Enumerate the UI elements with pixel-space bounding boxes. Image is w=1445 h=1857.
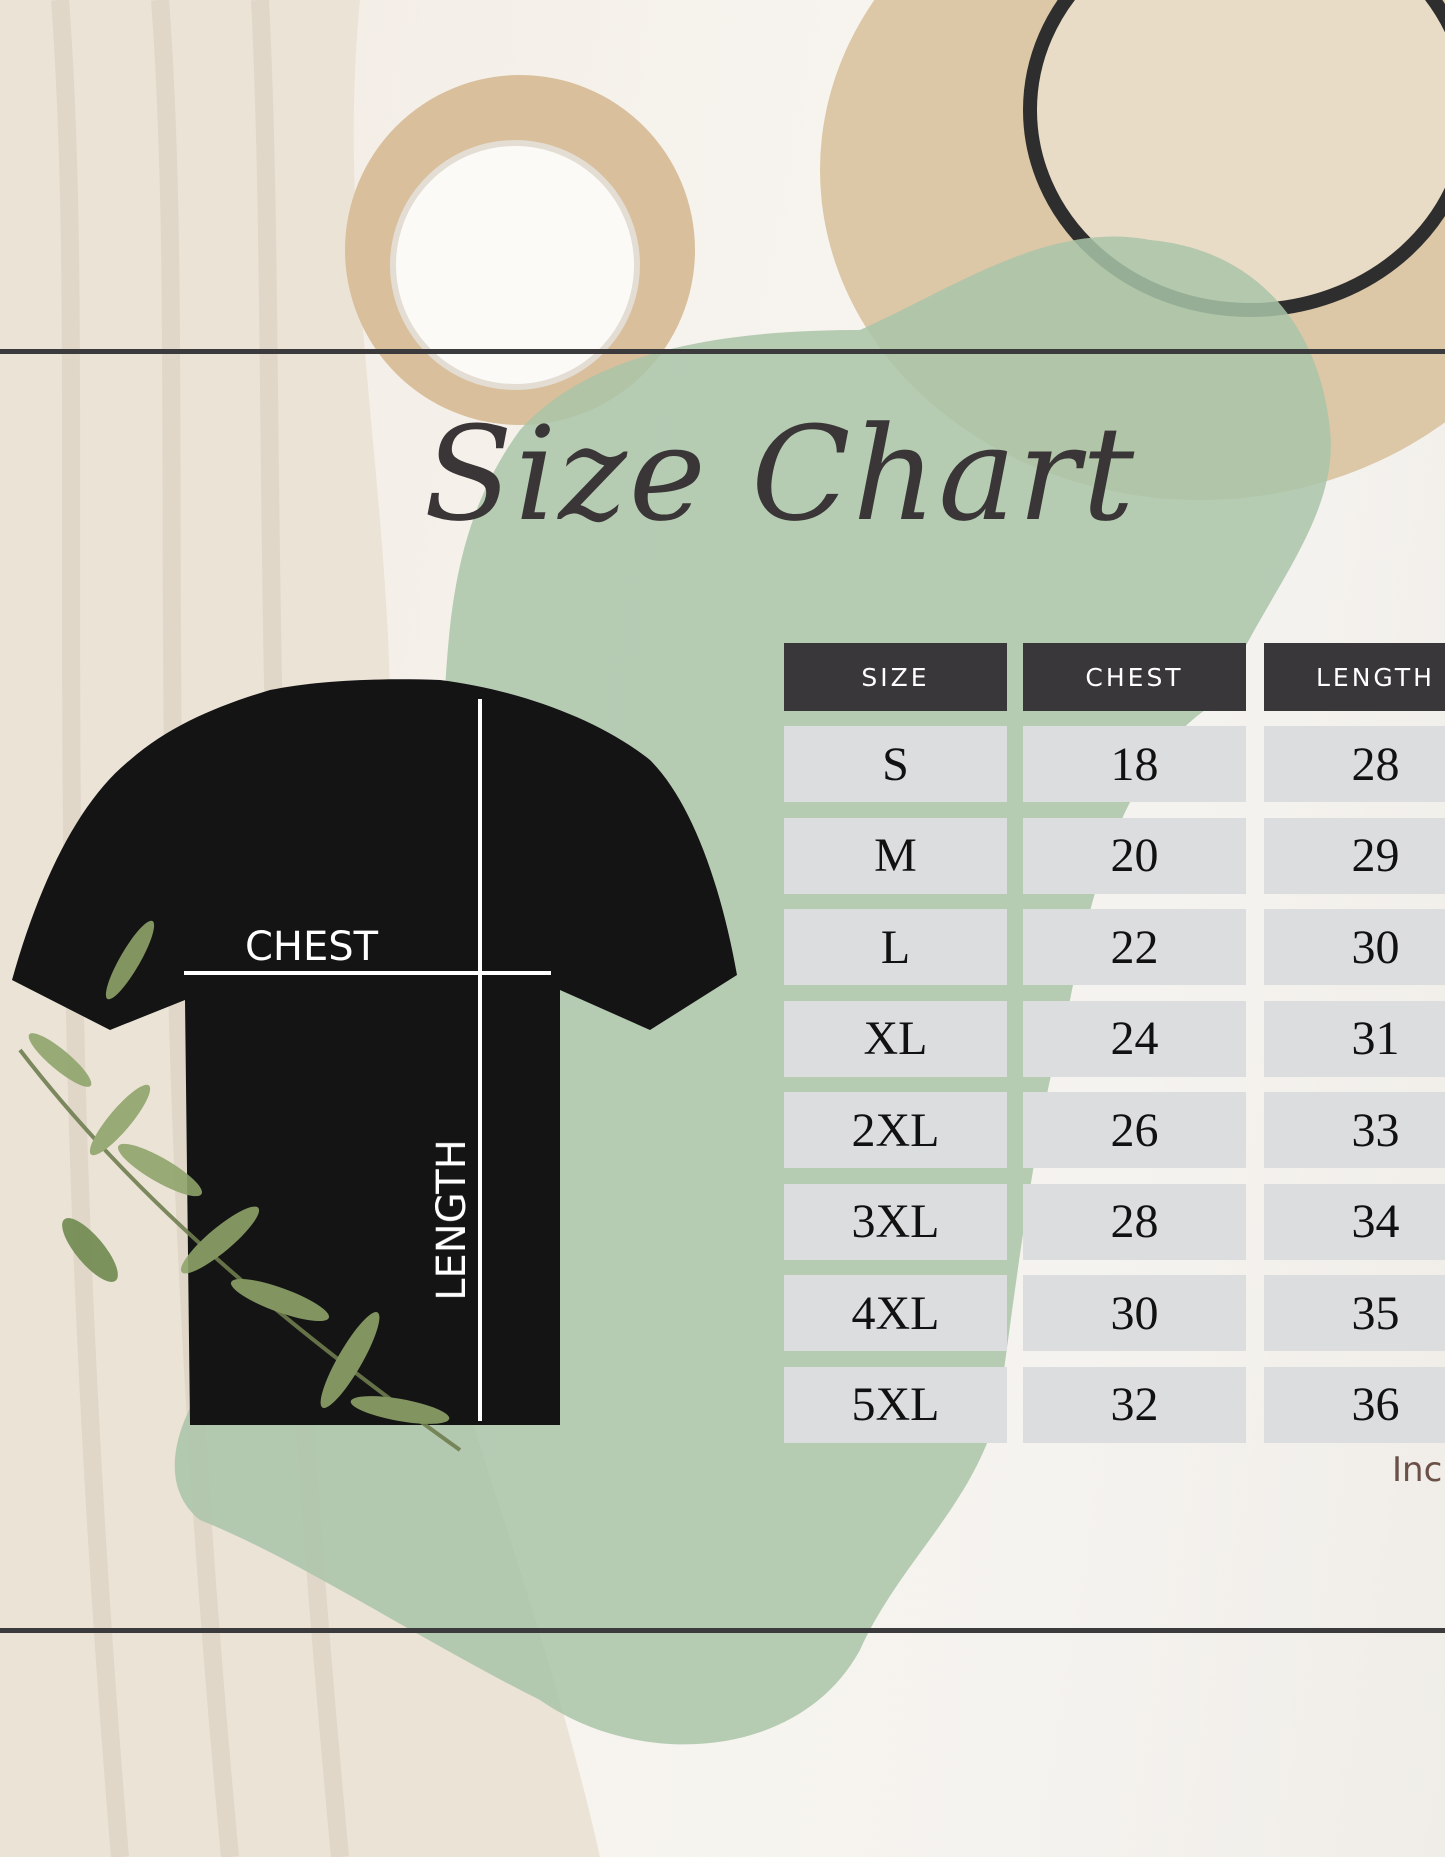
header-chest: CHEST [1023, 643, 1246, 711]
cell-length: 30 [1264, 909, 1445, 985]
chest-label: CHEST [245, 924, 379, 970]
top-divider-line [0, 349, 1445, 354]
cell-chest: 24 [1023, 1000, 1246, 1077]
unit-label: Inch [1392, 1450, 1445, 1490]
cell-size: XL [784, 1000, 1007, 1077]
cell-length: 31 [1264, 1000, 1445, 1077]
cell-chest: 32 [1023, 1366, 1246, 1443]
cell-length: 28 [1264, 726, 1445, 802]
cell-size: 4XL [784, 1275, 1007, 1351]
cell-size: 2XL [784, 1092, 1007, 1168]
milk-jar-icon [390, 140, 640, 390]
cell-chest: 28 [1023, 1183, 1246, 1260]
cell-chest: 20 [1023, 817, 1246, 894]
cell-length: 33 [1264, 1092, 1445, 1168]
cell-chest: 26 [1023, 1092, 1246, 1168]
cell-length: 29 [1264, 817, 1445, 894]
cell-size: 5XL [784, 1366, 1007, 1443]
cell-chest: 18 [1023, 726, 1246, 802]
cell-size: M [784, 817, 1007, 894]
cell-size: S [784, 726, 1007, 802]
cell-size: L [784, 909, 1007, 985]
header-length: LENGTH [1264, 643, 1445, 711]
cell-size: 3XL [784, 1183, 1007, 1260]
cell-chest: 22 [1023, 909, 1246, 985]
cell-chest: 30 [1023, 1275, 1246, 1351]
cell-length: 36 [1264, 1366, 1445, 1443]
olive-branch-icon [18, 920, 462, 1452]
bottom-divider-line [0, 1628, 1445, 1633]
page-title: Size Chart [423, 398, 1137, 550]
cell-length: 35 [1264, 1275, 1445, 1351]
length-label: LENGTH [429, 1139, 475, 1301]
header-size: SIZE [784, 643, 1007, 711]
cell-length: 34 [1264, 1183, 1445, 1260]
